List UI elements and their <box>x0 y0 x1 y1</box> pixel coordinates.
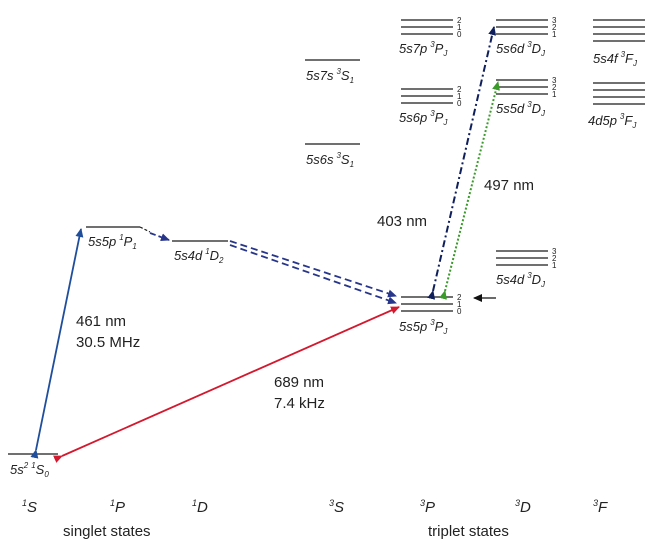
label-461-width: 30.5 MHz <box>76 334 140 351</box>
level-5s7p-3pj <box>401 19 453 35</box>
level-5s5p-3pj <box>401 296 453 312</box>
j-label: 3 <box>552 16 557 25</box>
level-label-5s7s-3s1: 5s7s 3S1 <box>306 67 354 85</box>
column-label-3s: 3S <box>329 498 344 516</box>
column-label-3f: 3F <box>593 498 608 516</box>
j-label: 2 <box>457 16 462 25</box>
j-label: 0 <box>457 30 462 39</box>
level-label-5s5p-3pj: 5s5p 3PJ <box>399 318 448 336</box>
label-403-wavelength: 403 nm <box>377 213 427 230</box>
level-5s5p-1p1-tail <box>139 226 151 233</box>
column-label-3p: 3P <box>420 498 435 516</box>
column-label-3d: 3D <box>515 498 531 516</box>
transition-689-arrow <box>53 306 400 463</box>
label-497-wavelength: 497 nm <box>484 177 534 194</box>
level-5s4f-3fj <box>593 19 645 42</box>
j-label: 1 <box>457 300 462 309</box>
transition-403-arrow <box>427 26 497 300</box>
level-label-4d5p-3fj: 4d5p 3FJ <box>588 112 637 130</box>
j-label: 2 <box>552 23 557 32</box>
transition-461-arrow <box>30 228 84 459</box>
j-label: 0 <box>457 307 462 316</box>
level-label-5s4d-3dj: 5s4d 3DJ <box>496 271 546 289</box>
j-label: 3 <box>552 247 557 256</box>
group-label-triplet: triplet states <box>428 523 509 540</box>
column-labels: 1S 1P 1D 3S 3P 3D 3F <box>22 498 608 516</box>
level-label-5s7p-3pj: 5s7p 3PJ <box>399 40 448 58</box>
level-label-5s6s-3s1: 5s6s 3S1 <box>306 151 354 169</box>
decay-1p1-to-1d2 <box>149 232 170 241</box>
level-label-ground: 5s2 1S0 <box>10 461 49 479</box>
level-label-5s6p-3pj: 5s6p 3PJ <box>399 109 448 127</box>
level-4d5p-3fj <box>593 82 645 105</box>
column-label-1s: 1S <box>22 498 37 516</box>
level-label-5s5p-1p1: 5s5p 1P1 <box>88 233 137 251</box>
level-5s6p-3pj <box>401 88 453 104</box>
level-label-5s6d-3dj: 5s6d 3DJ <box>496 40 546 58</box>
level-5s4d-3dj <box>496 250 548 266</box>
j-label: 1 <box>552 261 557 270</box>
level-5s6d-3dj <box>496 19 548 35</box>
column-label-1p: 1P <box>110 498 125 516</box>
label-689-wavelength: 689 nm <box>274 374 324 391</box>
decay-1d2-to-3p1 <box>229 244 397 305</box>
column-label-1d: 1D <box>192 498 208 516</box>
j-label: 2 <box>552 254 557 263</box>
j-label: 2 <box>552 83 557 92</box>
j-label: 1 <box>552 30 557 39</box>
decay-1d2-to-3p2 <box>229 240 397 298</box>
level-label-5s5d-3dj: 5s5d 3DJ <box>496 100 546 118</box>
j-label: 3 <box>552 76 557 85</box>
j-label: 0 <box>457 99 462 108</box>
level-5s5d-3dj <box>496 79 548 95</box>
level-label-5s4f-3fj: 5s4f 3FJ <box>593 50 638 68</box>
label-689-width: 7.4 kHz <box>274 395 325 412</box>
j-label: 1 <box>552 90 557 99</box>
group-label-singlet: singlet states <box>63 523 151 540</box>
level-label-5s4d-1d2: 5s4d 1D2 <box>174 247 224 265</box>
label-461-wavelength: 461 nm <box>76 313 126 330</box>
